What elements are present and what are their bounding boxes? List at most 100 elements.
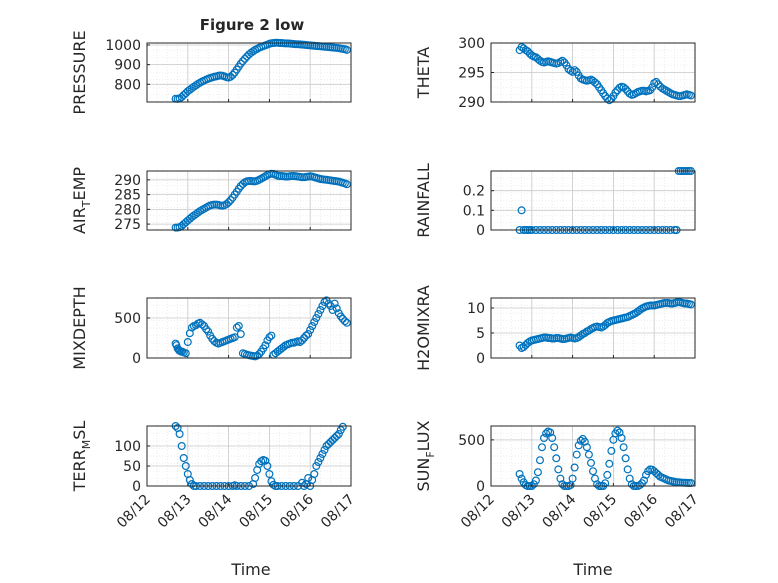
- y-tick-label: 0: [476, 351, 485, 367]
- y-tick-label: 285: [114, 188, 141, 204]
- x-tick-label: 08/17: [318, 492, 358, 532]
- y-tick-label: 280: [114, 202, 141, 218]
- data-point: [314, 310, 323, 319]
- data-point: [181, 462, 190, 471]
- data-point: [601, 92, 610, 101]
- data-point: [312, 462, 321, 471]
- data-point: [326, 438, 335, 447]
- data-point: [279, 342, 288, 351]
- y-tick-label: 500: [458, 433, 485, 449]
- data-point: [298, 336, 307, 345]
- data-point: [342, 318, 351, 327]
- data-point: [576, 436, 585, 445]
- data-point: [635, 306, 644, 315]
- data-point: [621, 84, 630, 93]
- data-point: [324, 440, 333, 449]
- data-point: [228, 70, 237, 79]
- data-point: [198, 320, 207, 329]
- data-point: [320, 298, 329, 307]
- data-point: [304, 474, 313, 483]
- x-tick-label: 08/14: [540, 491, 580, 531]
- data-point: [535, 456, 544, 465]
- data-point: [261, 456, 270, 465]
- data-point: [302, 331, 311, 340]
- data-point: [601, 479, 610, 488]
- y-tick-label: 0: [476, 479, 485, 495]
- data-point: [240, 54, 249, 63]
- data-point: [554, 465, 563, 474]
- data-point: [605, 459, 614, 468]
- data-point: [580, 329, 589, 338]
- data-point: [568, 474, 577, 483]
- y-tick-label: 900: [114, 58, 141, 74]
- data-point: [306, 326, 315, 335]
- data-point: [613, 426, 622, 435]
- data-point: [686, 91, 695, 100]
- data-point: [537, 443, 546, 452]
- data-point: [202, 325, 211, 334]
- data-point: [570, 463, 579, 472]
- x-tick-label: 08/14: [196, 491, 236, 531]
- x-axis-label-left: Time: [230, 560, 270, 579]
- data-point: [623, 465, 632, 474]
- data-point: [320, 446, 329, 455]
- data-point: [519, 343, 528, 352]
- data-point: [232, 323, 241, 332]
- data-point: [194, 208, 203, 217]
- y-tick-label: 0: [132, 351, 141, 367]
- y-tick-label: 50: [123, 459, 141, 475]
- data-point: [686, 300, 695, 309]
- axes-frame: [146, 42, 352, 103]
- data-point: [531, 476, 540, 485]
- y-tick-label: 0: [132, 479, 141, 495]
- data-point: [185, 476, 194, 485]
- y-tick-label: 800: [114, 77, 141, 93]
- x-tick-label: 08/15: [580, 492, 620, 532]
- y-tick-label: 100: [114, 439, 141, 455]
- data-point: [316, 454, 325, 463]
- data-point: [312, 314, 321, 323]
- data-point: [550, 443, 559, 452]
- x-tick-label: 08/12: [458, 492, 498, 532]
- data-point: [621, 454, 630, 463]
- data-point: [648, 83, 657, 92]
- data-point: [251, 474, 260, 483]
- data-point: [617, 434, 626, 443]
- axes-frame: [490, 42, 696, 103]
- x-tick-label: 08/15: [236, 492, 276, 532]
- y-axis-label: PRESSURE: [70, 30, 89, 114]
- data-point: [582, 443, 591, 452]
- data-point: [263, 462, 272, 471]
- subplot-2: 290 295 300 THETA: [414, 36, 696, 111]
- data-point: [265, 470, 274, 479]
- y-tick-label: 0.2: [463, 184, 485, 200]
- y-axis-label: H2OMIXRA: [414, 285, 433, 371]
- x-tick-label: 08/13: [499, 492, 539, 532]
- data-point: [523, 339, 532, 348]
- data-point: [253, 351, 262, 360]
- data-point: [310, 318, 319, 327]
- data-point: [570, 66, 579, 75]
- data-point: [635, 481, 644, 490]
- data-point: [304, 330, 313, 339]
- data-point: [265, 333, 274, 342]
- data-point: [546, 428, 555, 437]
- y-tick-label: 0.1: [463, 203, 485, 219]
- data-point: [336, 312, 345, 321]
- y-tick-label: 10: [467, 301, 485, 317]
- subplot-8: 08/12 08/13 08/14 08/15 08/16 08/17 0 500 SUNFLU…: [414, 420, 702, 531]
- data-point: [586, 458, 595, 467]
- x-tick-label: 08/12: [114, 492, 154, 532]
- data-point: [177, 442, 186, 451]
- data-point: [574, 441, 583, 450]
- data-point: [584, 326, 593, 335]
- data-point: [226, 72, 235, 81]
- subplot-1: 800 900 1000 PRESSURE: [70, 30, 352, 115]
- data-point: [552, 454, 561, 463]
- y-axis-label: RAINFALL: [414, 163, 433, 238]
- data-point: [515, 341, 524, 350]
- data-point: [517, 206, 526, 215]
- subplot-4: 0 0.1 0.2 RAINFALL: [414, 163, 696, 239]
